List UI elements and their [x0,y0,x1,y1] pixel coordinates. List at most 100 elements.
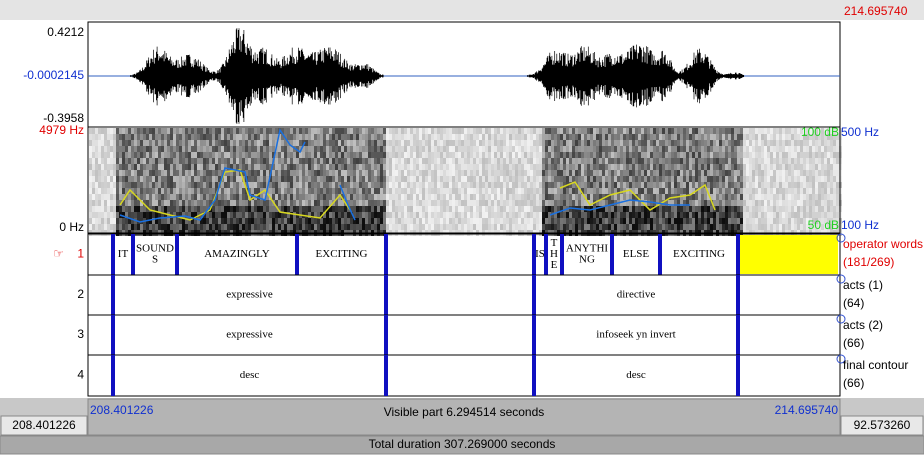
spectrogram-cell [464,206,467,212]
spectrogram-cell [167,188,170,194]
spectrogram-cell [761,182,764,188]
spectrogram-cell [680,218,683,224]
spectrogram-cell [158,206,161,212]
spectrogram-cell [623,194,626,200]
spectrogram-cell [389,200,392,206]
spectrogram-cell [566,158,569,164]
spectrogram-cell [236,188,239,194]
spectrogram-cell [104,176,107,182]
spectrogram-cell [251,140,254,146]
spectrogram-cell [470,158,473,164]
spectrogram-cell [257,224,260,230]
spectrogram-cell [512,176,515,182]
spectrogram-cell [740,218,743,224]
spectrogram-cell [755,146,758,152]
spectrogram-cell [179,188,182,194]
spectrogram-cell [713,146,716,152]
spectrogram-cell [155,164,158,170]
spectrogram-cell [836,200,839,206]
spectrogram-cell [674,134,677,140]
spectrogram-cell [488,164,491,170]
spectrogram-cell [365,224,368,230]
spectrogram-cell [302,182,305,188]
spectrogram-cell [779,128,782,134]
spectrogram-cell [608,218,611,224]
spectrogram-cell [206,224,209,230]
spectrogram-cell [506,182,509,188]
spectrogram-cell [245,146,248,152]
spectrogram-cell [413,170,416,176]
spectrogram-cell [422,140,425,146]
spectrogram-cell [338,152,341,158]
spectrogram-cell [128,206,131,212]
spectrogram-cell [362,230,365,236]
remaining-button[interactable] [840,415,924,436]
spectrogram-cell [515,170,518,176]
spectrogram-cell [569,128,572,134]
spectrogram-cell [725,158,728,164]
spectrogram-cell [368,134,371,140]
spectrogram-cell [110,176,113,182]
total-button[interactable] [0,435,924,455]
spectrogram-cell [146,188,149,194]
spectrogram-cell [761,200,764,206]
spectrogram-cell [236,218,239,224]
spectrogram-cell [119,224,122,230]
spectrogram-cell [119,152,122,158]
spectrogram-cell [569,206,572,212]
spectrogram-cell [737,152,740,158]
spectrogram-cell [251,206,254,212]
spectrogram-cell [167,206,170,212]
spectrogram-cell [365,140,368,146]
spectrogram-cell [761,170,764,176]
spectrogram-cell [755,164,758,170]
spectrogram-cell [314,164,317,170]
spectrogram-cell [413,224,416,230]
selection[interactable] [740,235,838,274]
spectrogram-cell [728,170,731,176]
spectrogram-cell [299,200,302,206]
wave-max: 0.4212 [47,25,84,39]
spectrogram-cell [152,134,155,140]
spectrogram-cell [158,212,161,218]
spectrogram-cell [176,176,179,182]
spectrogram-cell [278,164,281,170]
spectrogram-cell [545,134,548,140]
spectrogram-cell [173,182,176,188]
spectrogram-cell [161,224,164,230]
spectrogram-cell [236,134,239,140]
spectrogram-cell [242,146,245,152]
spectrogram-cell [296,146,299,152]
spectrogram-cell [323,128,326,134]
spectrogram-cell [782,230,785,236]
spectrogram-cell [731,140,734,146]
spectrogram-cell [587,230,590,236]
spectrogram-cell [362,182,365,188]
spectrogram-cell [725,218,728,224]
spectrogram-cell [542,146,545,152]
boundary [111,234,115,275]
spectrogram-cell [218,212,221,218]
spectrogram-cell [692,194,695,200]
spectrogram-cell [311,224,314,230]
spectrogram-cell [647,176,650,182]
spectrogram-cell [536,230,539,236]
spectrogram-cell [512,224,515,230]
visible-button[interactable] [87,398,841,436]
spectrogram-cell [596,146,599,152]
window-start-button[interactable] [0,415,88,436]
spectrogram-cell [479,170,482,176]
spectrogram-cell [590,182,593,188]
spectrogram-cell [716,224,719,230]
spectrogram-cell [236,158,239,164]
spectrogram-cell [443,158,446,164]
tier [87,354,841,397]
spectrogram-cell [179,224,182,230]
spectrogram-cell [521,188,524,194]
spectrogram-cell [311,230,314,236]
spectrogram-cell [533,176,536,182]
spectrogram-cell [590,146,593,152]
spectrogram-cell [314,188,317,194]
spectrogram-cell [839,152,842,158]
spectrogram-cell [119,128,122,134]
